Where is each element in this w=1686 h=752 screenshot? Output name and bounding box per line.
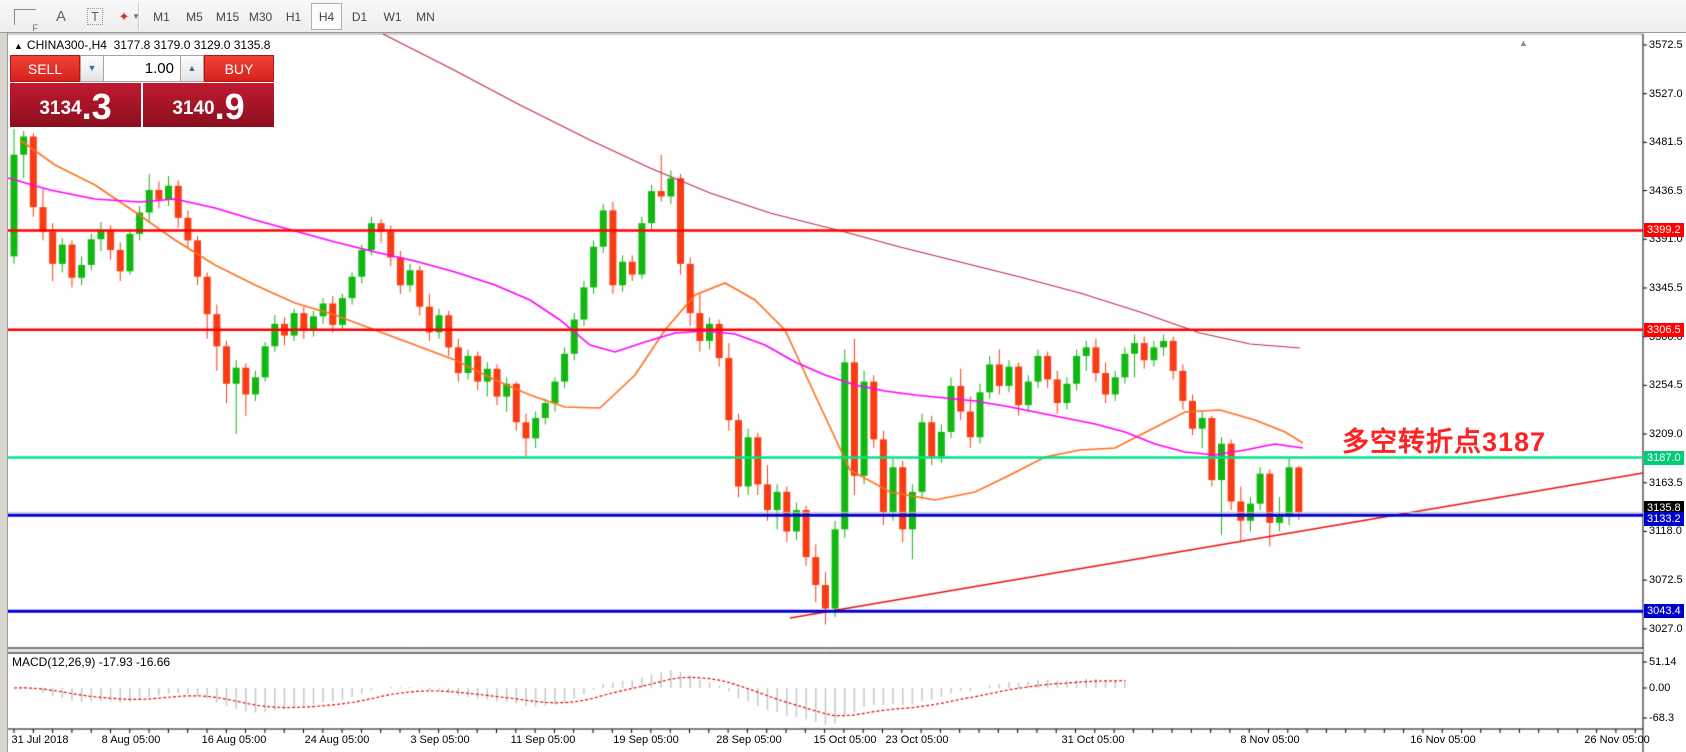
dropdown-caret-icon[interactable]: ▾ bbox=[133, 11, 139, 21]
price-tick-label: 3572.5 bbox=[1649, 39, 1683, 51]
toolbar-separator bbox=[138, 3, 139, 30]
chart-corner-marker-icon: ▲ bbox=[1519, 38, 1528, 48]
text-label-icon[interactable]: T bbox=[82, 4, 108, 29]
sell-price-display[interactable]: 3134.3 bbox=[10, 83, 141, 127]
volume-input[interactable] bbox=[104, 55, 180, 82]
timeframe-w1[interactable]: W1 bbox=[383, 10, 402, 24]
arrow-objects-icon[interactable]: ✦ bbox=[118, 8, 130, 24]
window-left-gutter bbox=[0, 33, 8, 752]
price-tick-label: 3209.0 bbox=[1649, 428, 1683, 441]
price-tick-label: 3527.0 bbox=[1649, 87, 1683, 100]
date-tick-label: 23 Oct 05:00 bbox=[885, 734, 949, 746]
resistance-3399-badge: 3399.2 bbox=[1644, 223, 1684, 238]
macd-tick-label: -68.3 bbox=[1649, 712, 1675, 724]
buy-price-display[interactable]: 3140.9 bbox=[143, 83, 274, 127]
timeframe-m1[interactable]: M1 bbox=[153, 10, 170, 24]
date-tick-label: 19 Sep 05:00 bbox=[613, 734, 679, 746]
price-tick-label: 3027.0 bbox=[1649, 622, 1683, 635]
date-tick-label: 26 Nov 05:00 bbox=[1584, 734, 1650, 746]
date-tick-label: 8 Nov 05:00 bbox=[1240, 734, 1300, 746]
date-tick-label: 8 Aug 05:00 bbox=[101, 734, 161, 746]
timeframe-m15[interactable]: M15 bbox=[215, 10, 240, 24]
volume-increase-button[interactable]: ▲ bbox=[180, 55, 204, 82]
indicator-grid-icon[interactable] bbox=[10, 4, 40, 33]
price-chart-canvas[interactable] bbox=[8, 33, 1686, 752]
macd-indicator-label: MACD(12,26,9) -17.93 -16.66 bbox=[12, 655, 171, 669]
date-tick-label: 3 Sep 05:00 bbox=[410, 734, 470, 746]
volume-decrease-button[interactable]: ▼ bbox=[80, 55, 104, 82]
one-click-trade-panel: SELL ▼ ▲ BUY 3134.3 3140.9 bbox=[10, 55, 274, 127]
date-tick-label: 31 Jul 2018 bbox=[11, 734, 69, 746]
timeframe-h1[interactable]: H1 bbox=[285, 10, 302, 24]
date-tick-label: 15 Oct 05:00 bbox=[813, 734, 877, 746]
buy-button[interactable]: BUY bbox=[204, 55, 274, 82]
price-tick-label: 3481.5 bbox=[1649, 136, 1683, 149]
support-3133-badge: 3133.2 bbox=[1644, 512, 1684, 527]
price-tick-label: 3345.5 bbox=[1649, 281, 1683, 294]
timeframe-m5[interactable]: M5 bbox=[186, 10, 203, 24]
collapse-triangle-icon[interactable]: ▲ bbox=[14, 41, 23, 51]
top-toolbar: A T ✦ ▾ M1 M5 M15 M30 H1 H4 D1 W1 MN bbox=[0, 0, 1686, 33]
date-tick-label: 11 Sep 05:00 bbox=[510, 734, 576, 746]
macd-tick-label: 0.00 bbox=[1649, 682, 1671, 694]
date-tick-label: 16 Nov 05:00 bbox=[1410, 734, 1476, 746]
bid-line-badge: 3135.8 bbox=[1644, 501, 1684, 516]
macd-tick-label: 51.14 bbox=[1649, 656, 1677, 668]
price-tick-label: 3118.0 bbox=[1649, 525, 1682, 538]
price-tick-label: 3254.5 bbox=[1649, 379, 1683, 392]
date-tick-label: 24 Aug 05:00 bbox=[304, 734, 370, 746]
ohlc-readout: 3177.8 3179.0 3129.0 3135.8 bbox=[113, 38, 271, 52]
timeframe-h4[interactable]: H4 bbox=[311, 3, 342, 30]
timeframe-mn[interactable]: MN bbox=[416, 10, 435, 24]
chart-window[interactable]: ▲ CHINA300-,H4 3177.8 3179.0 3129.0 3135.… bbox=[8, 33, 1686, 752]
date-tick-label: 31 Oct 05:00 bbox=[1061, 734, 1125, 746]
symbol-period-label: CHINA300-,H4 bbox=[26, 38, 107, 52]
chart-title: ▲ CHINA300-,H4 3177.8 3179.0 3129.0 3135.… bbox=[14, 38, 270, 52]
timeframe-d1[interactable]: D1 bbox=[351, 10, 368, 24]
support-3043-badge: 3043.4 bbox=[1644, 604, 1684, 619]
price-tick-label: 3163.5 bbox=[1649, 476, 1683, 489]
chinese-pivot-annotation: 多空转折点3187 bbox=[1342, 427, 1547, 457]
resistance-3306-badge: 3306.5 bbox=[1644, 322, 1684, 337]
date-tick-label: 16 Aug 05:00 bbox=[201, 734, 267, 746]
date-tick-label: 28 Sep 05:00 bbox=[716, 734, 782, 746]
price-tick-label: 3072.5 bbox=[1649, 574, 1683, 587]
sell-button[interactable]: SELL bbox=[10, 55, 80, 82]
text-a-icon[interactable]: A bbox=[55, 8, 66, 25]
price-tick-label: 3436.5 bbox=[1649, 184, 1683, 197]
timeframe-m30[interactable]: M30 bbox=[248, 10, 273, 24]
pivot-3187-badge: 3187.0 bbox=[1644, 450, 1684, 465]
